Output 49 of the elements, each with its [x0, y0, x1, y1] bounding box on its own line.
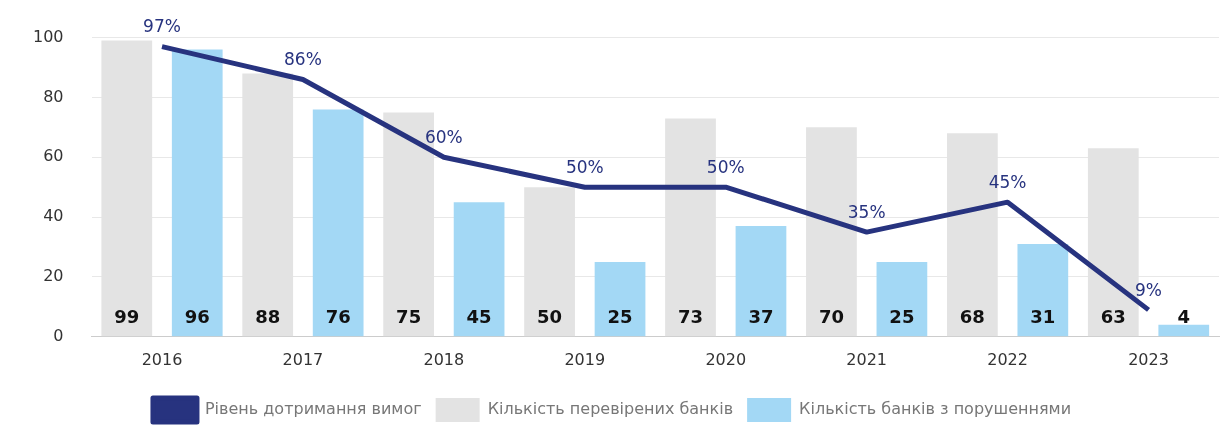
x-tick-label: 2021 [846, 349, 888, 369]
bar [171, 49, 223, 337]
y-tick-label: 20 [43, 266, 64, 286]
data-label: 86% [284, 49, 322, 70]
data-label: 63 [1100, 306, 1126, 328]
data-label: 31 [1030, 306, 1056, 328]
bar [594, 262, 646, 337]
x-tick-label: 2017 [282, 349, 324, 369]
y-tick-label: 0 [53, 325, 64, 345]
legend-label: Кількість перевірених банків [487, 399, 734, 419]
y-tick-label: 60 [43, 146, 64, 166]
bar [312, 109, 364, 337]
data-label: 50 [537, 306, 563, 328]
data-label: 9% [1135, 279, 1163, 300]
bar [1158, 324, 1210, 337]
legend-label: Кількість банків з порушеннями [799, 399, 1072, 419]
x-tick-label: 2018 [423, 349, 465, 369]
bar [876, 262, 928, 337]
x-tick-label: 2020 [705, 349, 747, 369]
data-label: 96 [184, 306, 210, 328]
data-label: 50% [565, 157, 604, 178]
data-label: 73 [677, 306, 704, 328]
data-label: 50% [706, 157, 745, 178]
x-tick-label: 2023 [1128, 349, 1169, 369]
x-tick-label: 2022 [987, 349, 1028, 369]
data-label: 45 [466, 306, 492, 328]
bar [453, 202, 505, 337]
x-tick-label: 2019 [564, 349, 606, 369]
data-label: 75 [396, 306, 422, 328]
data-label: 97% [143, 16, 181, 37]
data-label: 35% [847, 202, 886, 222]
y-tick-label: 40 [43, 206, 64, 226]
data-label: 45% [988, 172, 1027, 193]
legend-label: Рівень дотримання вимог [204, 399, 422, 419]
data-label: 76 [325, 306, 351, 328]
data-label: 25 [607, 306, 633, 328]
bar [735, 226, 787, 337]
data-label: 70 [818, 306, 844, 328]
data-label: 60% [424, 127, 463, 148]
data-label: 68 [959, 306, 985, 328]
data-label: 4 [1177, 306, 1191, 328]
data-label: 25 [889, 306, 915, 328]
data-label: 99 [114, 306, 140, 328]
bar [1017, 244, 1069, 337]
y-tick-label: 100 [32, 26, 64, 46]
data-label: 88 [255, 306, 281, 328]
data-label: 37 [748, 306, 774, 328]
x-tick-label: 2016 [141, 349, 183, 369]
y-tick-label: 80 [43, 86, 64, 106]
